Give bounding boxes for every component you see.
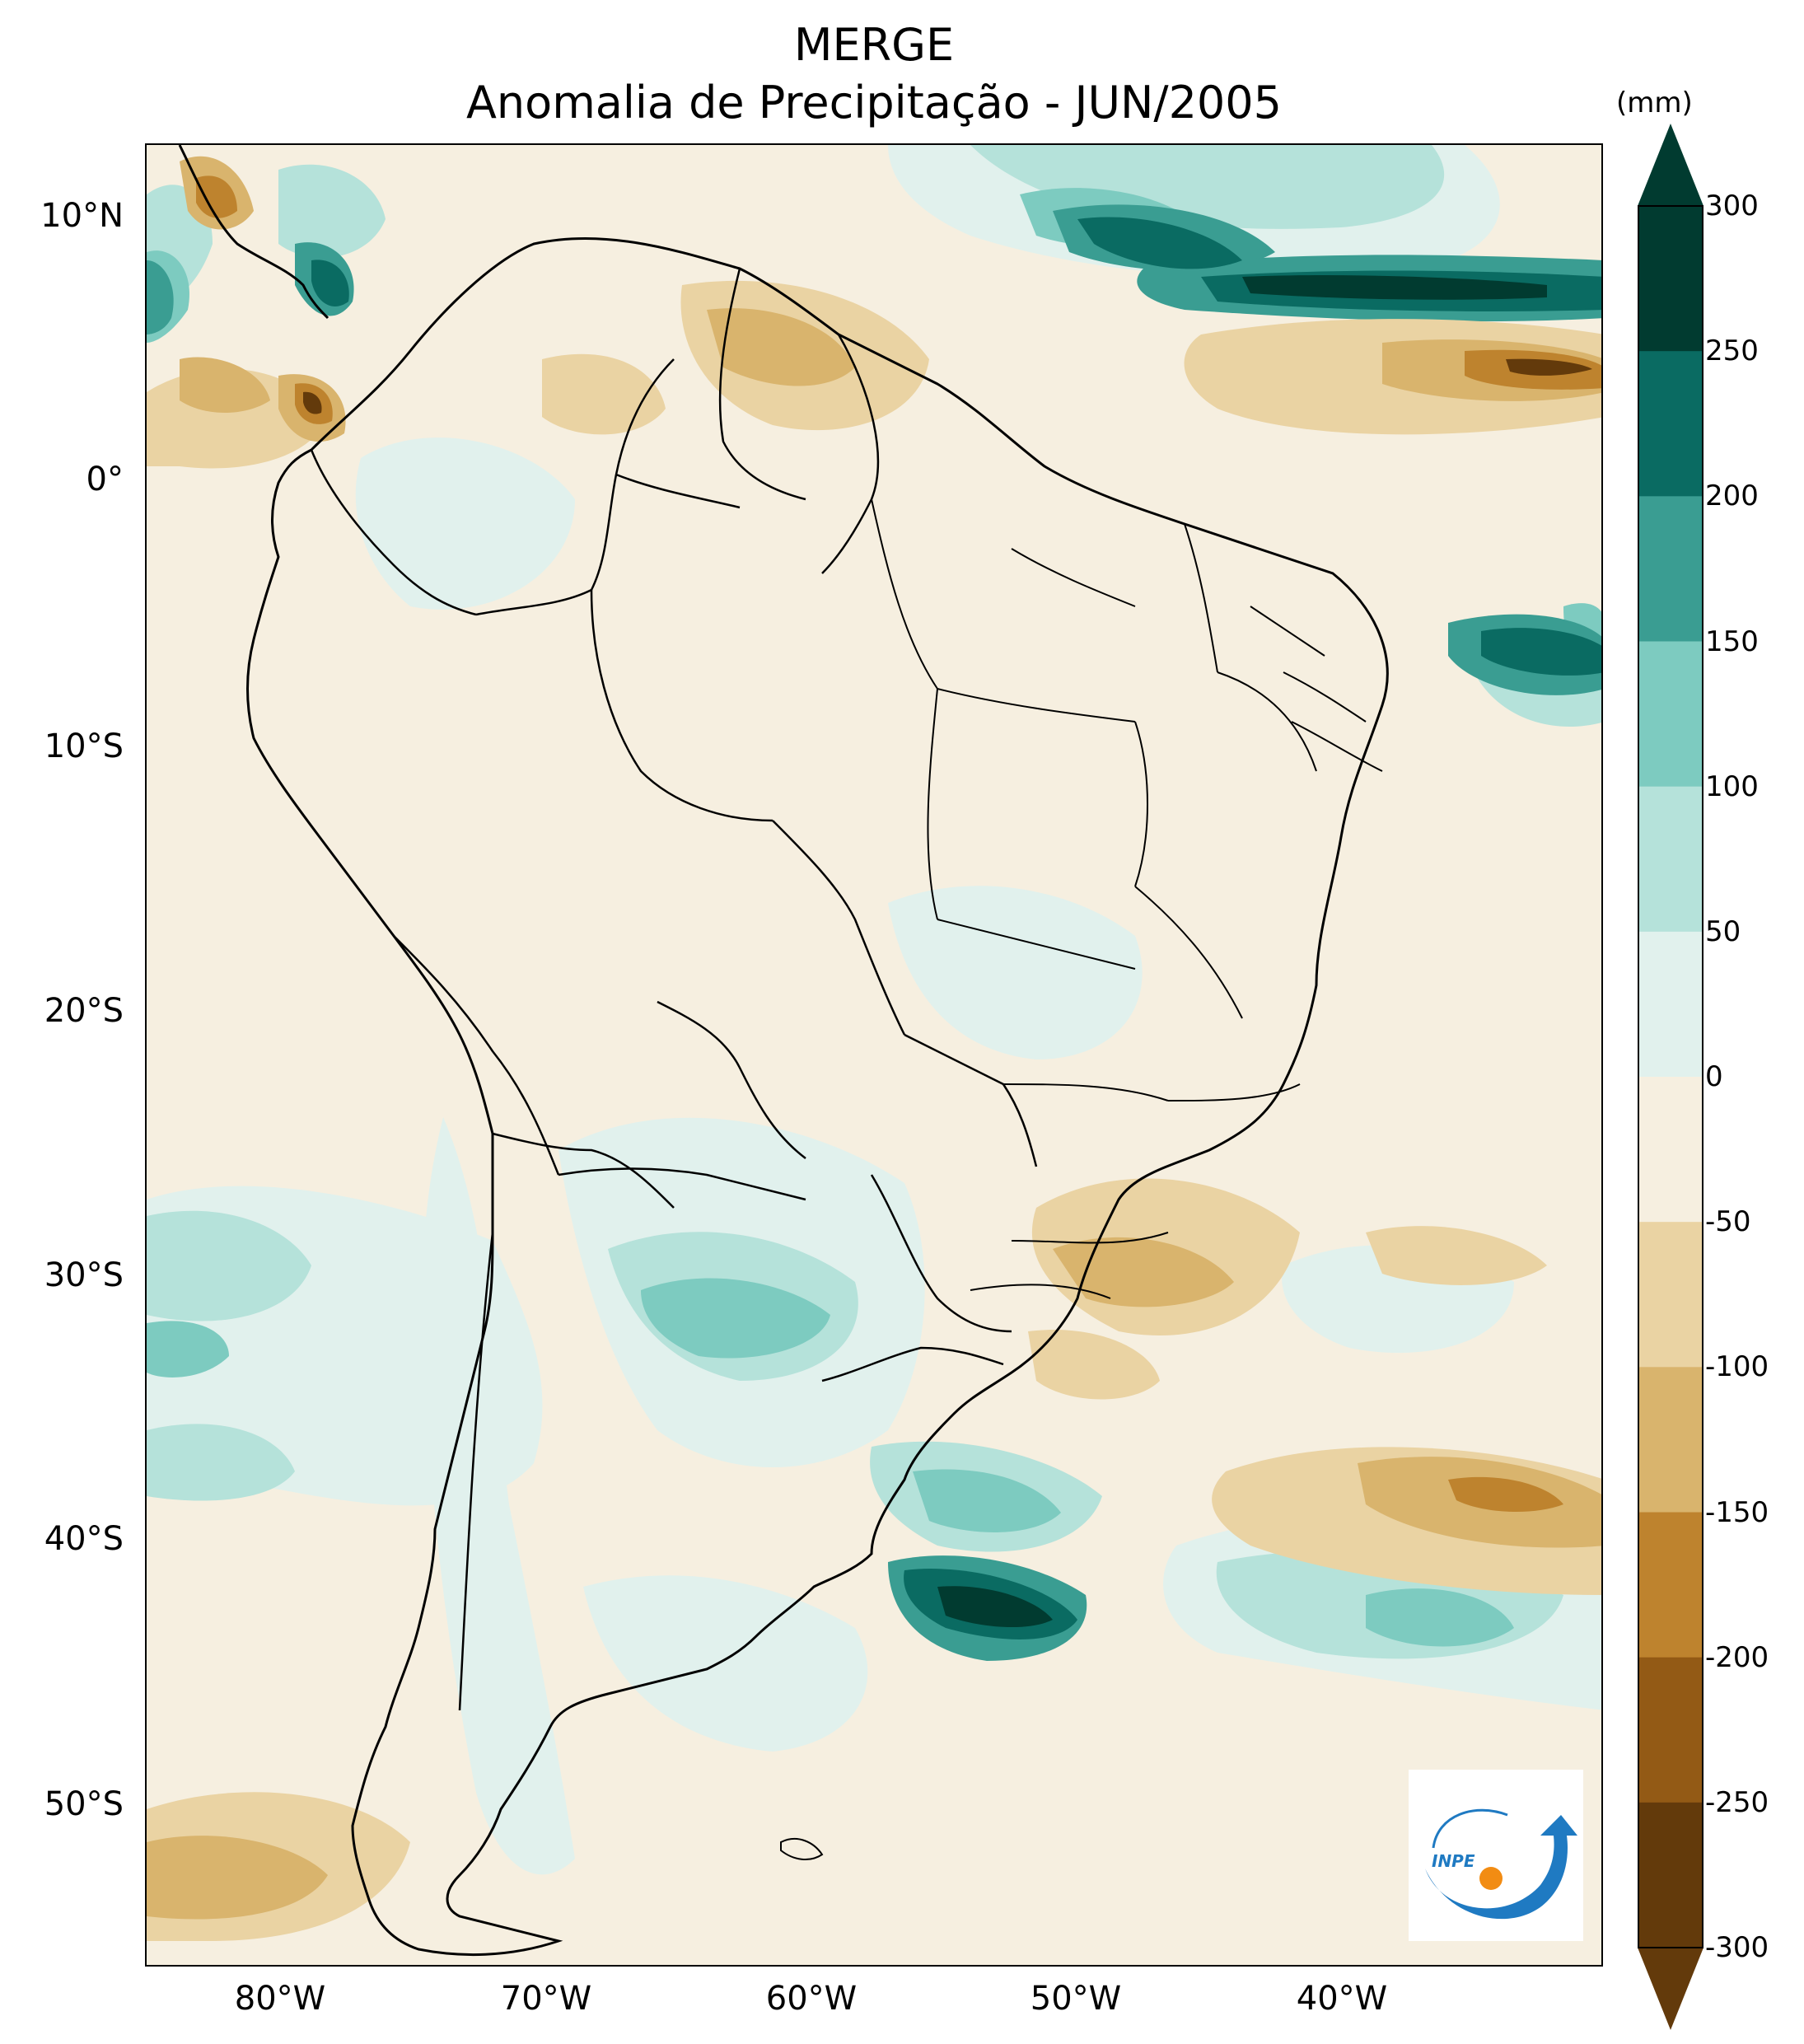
colorbar-tick-label: -150	[1705, 1495, 1769, 1529]
colorbar-tick-label: 250	[1705, 334, 1759, 368]
colorbar-block	[1638, 1367, 1704, 1513]
colorbar-block	[1638, 1512, 1704, 1658]
colorbar-block	[1638, 641, 1704, 788]
south-america-coastline	[246, 236, 1389, 1957]
lon-label-60w: 60°W	[765, 1980, 858, 2018]
colorbar-block	[1638, 1657, 1704, 1803]
colorbar-tick-label: 300	[1705, 189, 1759, 222]
anomaly-band-300plus	[937, 275, 1547, 1628]
lat-label-20s: 20°S	[44, 992, 124, 1030]
lat-label-30s: 30°S	[44, 1256, 124, 1294]
colorbar-tick-label: 100	[1705, 769, 1759, 803]
logo-text: INPE	[1432, 1851, 1475, 1871]
inpe-logo-mark: INPE	[1425, 1808, 1577, 1920]
colorbar-tick-label: 0	[1705, 1060, 1723, 1093]
colorbar-tick-label: -100	[1705, 1350, 1769, 1384]
map-panel	[145, 143, 1603, 1967]
logo-arc	[1432, 1808, 1508, 1849]
lon-label-70w: 70°W	[500, 1980, 592, 2018]
colorbar-tick-label: -200	[1705, 1640, 1769, 1674]
lat-label-40s: 40°S	[44, 1520, 124, 1558]
central-america-coastline	[178, 145, 329, 320]
colorbar-unit: (mm)	[1616, 87, 1693, 119]
lon-label-50w: 50°W	[1030, 1980, 1122, 2018]
logo-big-arrow	[1425, 1815, 1577, 1920]
colorbar-tick-label: 150	[1705, 624, 1759, 658]
lat-label-0: 0°	[86, 461, 124, 498]
map-title: MERGE	[793, 19, 955, 71]
anomaly-band-50-100	[147, 145, 1601, 1659]
colorbar-tick-label: 200	[1705, 479, 1759, 513]
falkland-islands	[780, 1838, 824, 1860]
colorbar-block	[1638, 351, 1704, 497]
anomaly-band-neg-250-300	[303, 358, 1592, 414]
colorbar-block	[1638, 931, 1704, 1078]
colorbar-frame	[1638, 205, 1704, 1948]
colorbar-top-extension	[1638, 124, 1704, 206]
colorbar-block	[1638, 786, 1704, 933]
inpe-logo: INPE	[1409, 1770, 1583, 1941]
lat-label-10s: 10°S	[44, 727, 124, 765]
colorbar-block	[1638, 496, 1704, 642]
state-borders	[871, 498, 1383, 1299]
logo-orange-dot	[1479, 1867, 1503, 1890]
colorbar-block	[1638, 1802, 1704, 1948]
lat-label-10n: 10°N	[40, 197, 124, 235]
colorbar-block	[1638, 1222, 1704, 1368]
country-borders	[310, 268, 1038, 1711]
colorbar	[1638, 124, 1704, 2030]
colorbar-block	[1638, 206, 1704, 352]
colorbar-tick-label: -50	[1705, 1205, 1751, 1239]
lon-label-40w: 40°W	[1296, 1980, 1388, 2018]
anomaly-map	[147, 145, 1601, 1965]
colorbar-bottom-extension	[1638, 1948, 1704, 2030]
map-subtitle: Anomalia de Precipitação - JUN/2005	[465, 77, 1282, 129]
lat-label-50s: 50°S	[44, 1785, 124, 1823]
lon-label-80w: 80°W	[234, 1980, 326, 2018]
colorbar-tick-label: -250	[1705, 1785, 1769, 1819]
colorbar-tick-label: 50	[1705, 914, 1741, 948]
colorbar-tick-label: -300	[1705, 1931, 1769, 1964]
colorbar-block	[1638, 1077, 1704, 1223]
colorbar-blocks	[1638, 206, 1704, 1948]
